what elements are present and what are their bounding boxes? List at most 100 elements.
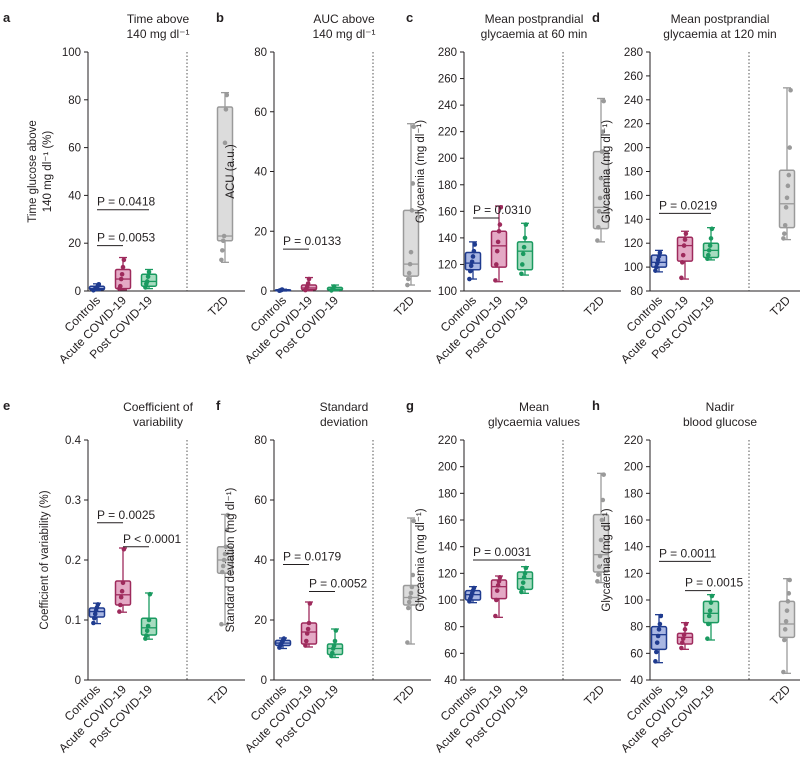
box-post-covid-19: [326, 284, 344, 293]
panel-title: Nadir: [706, 400, 735, 414]
panel-title: Coefficient of: [123, 400, 193, 414]
y-tick-label: 180: [624, 167, 643, 179]
y-tick-label: 160: [438, 206, 457, 218]
data-point: [706, 252, 711, 258]
y-tick-label: 120: [438, 259, 457, 271]
box-controls: [274, 636, 292, 650]
data-point: [680, 252, 686, 258]
data-point: [595, 579, 600, 584]
box-controls: [650, 613, 668, 664]
data-point: [520, 251, 526, 257]
data-point: [598, 175, 604, 181]
x-tick-label: T2D: [391, 682, 417, 708]
data-point: [409, 208, 415, 213]
box-acute-covid-19: [490, 205, 508, 283]
data-point: [118, 602, 123, 608]
panel-title: Mean postprandial: [485, 12, 584, 26]
y-tick-label: 240: [624, 95, 643, 107]
y-tick-label: 0.2: [65, 555, 81, 567]
box-t2d: [216, 91, 234, 263]
y-tick-label: 0.4: [65, 435, 82, 447]
data-point: [469, 259, 475, 265]
data-point: [494, 597, 499, 603]
data-point: [706, 248, 712, 253]
data-point: [523, 565, 529, 571]
data-point: [411, 518, 417, 524]
box-controls: [464, 585, 482, 604]
panel-title: glycaemia at 120 min: [663, 27, 776, 41]
data-point: [680, 636, 686, 641]
panel-label: h: [592, 398, 600, 413]
data-point: [781, 236, 786, 241]
y-tick-label: 60: [68, 143, 81, 155]
data-point: [281, 636, 287, 641]
data-point: [118, 283, 123, 289]
box-acute-covid-19: [676, 621, 694, 651]
data-point: [494, 588, 500, 593]
y-tick-label: 180: [438, 180, 457, 192]
data-point: [119, 271, 125, 277]
data-point: [783, 619, 789, 624]
box-acute-covid-19: [114, 256, 132, 291]
data-point: [520, 585, 525, 591]
data-point: [306, 276, 312, 282]
data-point: [705, 636, 710, 641]
p-value-label: P = 0.0418: [97, 195, 155, 209]
data-point: [225, 512, 230, 518]
data-point: [784, 195, 790, 201]
data-point: [522, 235, 528, 241]
data-point: [304, 631, 310, 636]
data-point: [705, 256, 710, 262]
data-point: [519, 271, 524, 277]
data-point: [147, 591, 153, 597]
data-point: [303, 643, 308, 648]
y-tick-label: 80: [630, 286, 643, 298]
data-point: [654, 261, 660, 266]
data-point: [788, 87, 793, 93]
box-acute-covid-19: [676, 230, 694, 281]
y-tick-label: 220: [624, 119, 643, 131]
data-point: [408, 590, 414, 596]
box-controls: [464, 241, 482, 282]
data-point: [223, 107, 229, 112]
y-tick-label: 20: [254, 226, 267, 238]
box-t2d: [592, 472, 610, 584]
data-point: [406, 599, 412, 605]
box-post-covid-19: [140, 268, 158, 290]
y-tick-label: 40: [630, 675, 643, 687]
p-value-label: P = 0.0133: [283, 234, 341, 248]
data-point: [784, 608, 790, 613]
p-value-label: P = 0.0179: [283, 550, 341, 564]
data-point: [656, 254, 662, 259]
box-acute-covid-19: [490, 575, 508, 619]
data-point: [279, 287, 285, 292]
y-axis-label: Coefficient of variability (%): [39, 490, 51, 629]
panel-label: c: [406, 10, 413, 25]
p-value-label: P = 0.0011: [659, 546, 717, 560]
data-point: [522, 571, 528, 576]
data-point: [143, 285, 148, 290]
data-point: [786, 172, 792, 178]
p-value-label: P = 0.0310: [473, 203, 531, 217]
data-point: [656, 627, 662, 632]
box-t2d: [592, 97, 610, 243]
panel-label: a: [3, 10, 11, 25]
y-tick-label: 160: [624, 190, 643, 202]
data-point: [493, 613, 498, 619]
panel-label: e: [3, 398, 10, 413]
data-point: [600, 497, 606, 503]
data-point: [781, 669, 786, 675]
data-point: [219, 257, 224, 263]
data-point: [144, 628, 150, 634]
box-t2d: [778, 87, 796, 241]
data-point: [654, 264, 659, 270]
box-acute-covid-19: [114, 546, 132, 614]
data-point: [785, 183, 791, 189]
data-point: [520, 580, 526, 585]
data-point: [118, 594, 124, 600]
data-point: [224, 527, 230, 533]
data-point: [119, 588, 125, 594]
